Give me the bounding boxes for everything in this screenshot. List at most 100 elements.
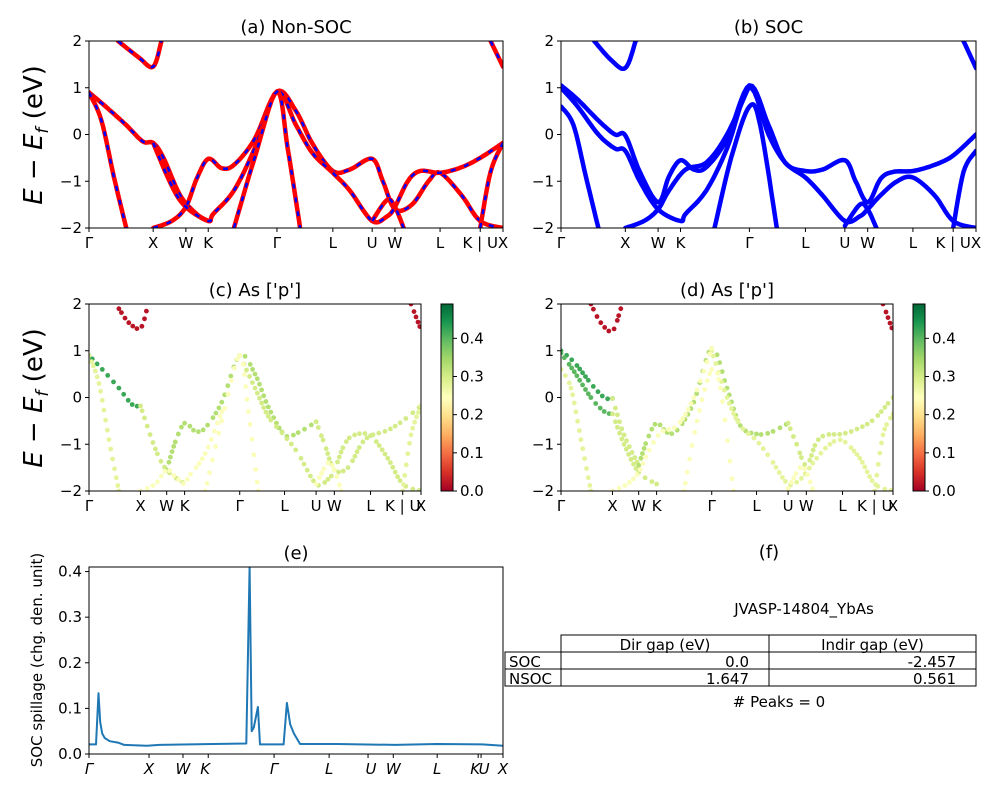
projection-point [802,466,807,472]
projection-point [780,475,785,480]
projection-point [643,454,648,460]
x-tick-label: K | U [935,234,970,252]
projection-point [818,450,824,456]
projection-point [382,428,388,434]
projection-point [255,488,261,491]
panel-a: 210−1−2Γ X W K Γ L U W L K | U X(a) Non-SOC [60,17,508,252]
ylabel-ef: E [19,133,49,150]
projection-point [313,481,319,487]
projection-point [691,395,697,400]
projection-point [360,439,366,445]
projection-point [357,431,362,437]
projection-point [96,381,102,386]
x-tick-label: K [652,497,663,515]
projection-point [799,476,804,481]
projection-point [284,436,290,442]
projection-point [680,416,686,421]
projection-point [711,353,716,359]
projection-point [99,367,105,372]
projection-point [720,399,725,404]
projection-point [885,315,891,320]
projection-point [115,483,121,488]
x-tick-label: W [178,234,193,252]
projection-point [196,461,202,466]
projection-point [651,440,656,445]
projection-point [722,417,728,423]
projection-point [304,467,310,473]
plot-area [89,567,503,747]
projection-point [615,412,620,418]
projection-point [873,482,878,487]
projection-point [225,383,231,389]
projection-point [621,432,627,438]
projection-point [242,372,247,377]
projection-point [200,427,206,433]
x-tick-label: L [280,497,289,515]
projection-point [323,446,329,452]
projection-point [320,437,326,443]
x-tick-label: K [470,760,481,778]
projection-point [569,357,575,363]
y-tick-label: −1 [532,435,554,453]
projection-point [202,451,208,456]
y-tick-label: 2 [72,32,82,50]
projection-point [89,353,92,358]
projection-point [89,359,94,365]
projection-point [94,374,100,380]
projection-point [729,476,735,482]
projection-point [740,426,746,432]
projection-point [139,408,145,414]
projection-point [809,453,814,458]
x-tick-label: W [860,234,875,252]
projection-point [843,430,848,436]
projection-point [872,488,878,491]
projection-point [631,476,636,482]
y-tick-label: 0 [544,389,554,407]
plot-area [89,41,503,228]
projection-point [392,423,398,429]
projection-point [714,352,720,358]
band-line-SOC [561,104,601,228]
x-tick-label: L [366,497,375,515]
projection-point [252,371,258,377]
projection-point [397,478,403,484]
chart-title: (c) As ['p'] [209,280,301,301]
projection-point [837,437,843,443]
spillage-line [89,567,503,747]
projection-point [261,393,267,399]
projection-point [413,314,419,320]
x-tick-label: X [143,760,155,778]
projection-point [175,431,181,437]
projection-point [416,488,421,491]
projection-point [244,367,249,373]
y-tick-label: 1 [544,342,554,360]
projection-point [130,323,136,329]
projection-point [709,367,715,372]
projection-point [646,447,652,453]
projection-point [274,420,279,426]
colorbar-tick-label: 0.3 [932,368,956,386]
x-tick-label: Γ [85,234,94,252]
projection-point [91,363,96,369]
table-header-cell: Dir gap (eV) [620,636,711,654]
x-tick-label: K [180,497,191,515]
projection-point [640,451,645,456]
projection-point [591,306,596,312]
axes-frame [88,566,504,755]
projection-point [622,483,628,488]
projection-point [613,405,618,411]
projection-point [666,427,672,432]
projection-point [585,377,591,383]
projection-point [890,395,893,400]
projection-point [776,470,782,475]
projection-point [722,387,727,393]
projection-point [142,415,147,421]
projection-point [760,446,766,452]
projection-point [257,381,262,387]
y-tick-label: 0.4 [58,563,82,581]
projection-point [317,475,322,480]
projection-point [247,362,253,367]
projection-point [569,365,575,371]
projection-point [864,421,870,427]
x-tick-label: Γ [85,760,95,778]
